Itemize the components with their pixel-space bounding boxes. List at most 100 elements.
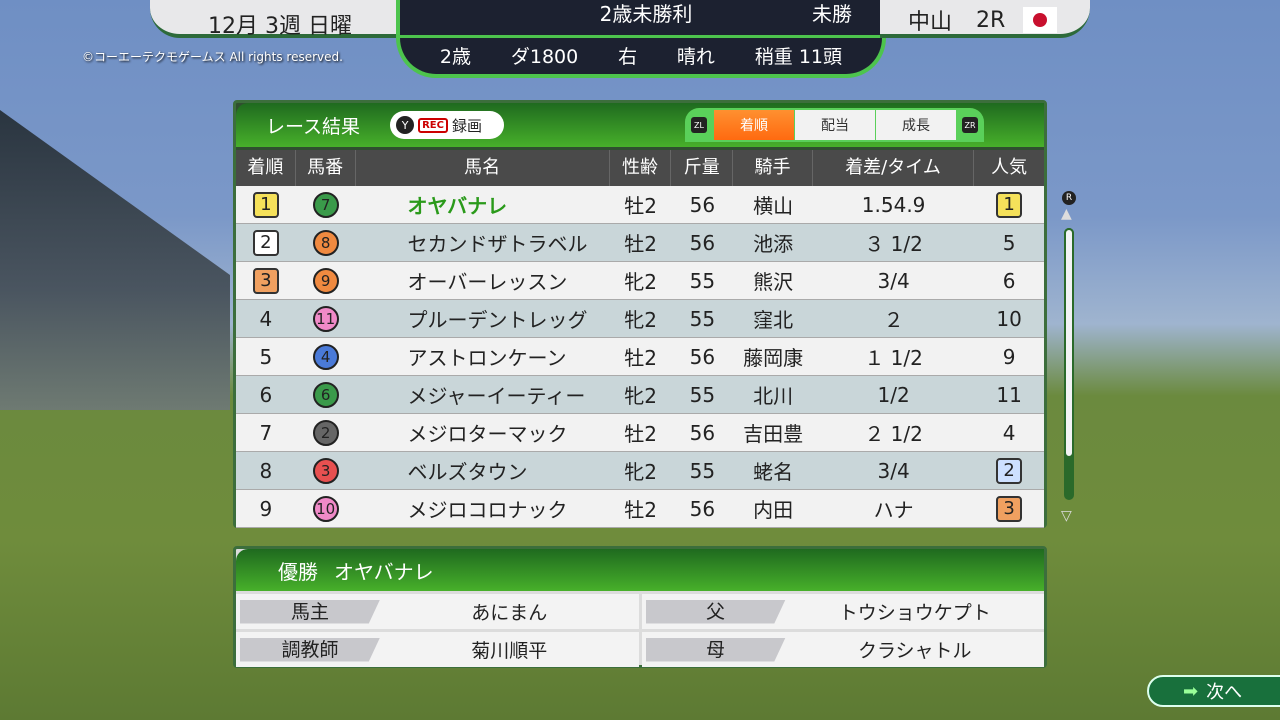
horse-name: オーバーレッスン — [407, 270, 568, 294]
col-sexage: 性齢 — [610, 150, 672, 186]
owner-label: 馬主 — [240, 599, 380, 624]
rank: 8 — [259, 458, 273, 483]
record-label: 録画 — [451, 116, 482, 135]
rank-cell: 4 — [236, 307, 296, 331]
table-row[interactable]: 6 6 メジャーイーティー 牝2 55 北川 1/2 11 — [236, 376, 1044, 414]
carried-weight: 56 — [689, 420, 716, 445]
horse-number-icon: 4 — [312, 344, 339, 370]
zr-button-icon[interactable]: ZR — [962, 117, 978, 133]
copyright-text: ©コーエーテクモゲームス All rights reserved. — [82, 50, 343, 64]
race-results-panel: レース結果 Y REC 録画 ZL 着順 配当 成長 ZR 着順 馬番 馬名 性… — [233, 100, 1047, 528]
number-cell: 2 — [296, 419, 356, 446]
dam-value: クラシャトル — [857, 640, 972, 662]
rank: 4 — [259, 306, 273, 331]
venue: 中山 — [908, 10, 953, 35]
race-number: 2R — [976, 7, 1006, 33]
popularity-cell: 2 — [974, 457, 1044, 484]
sex-age: 牡2 — [624, 194, 657, 218]
rank-badge: 3 — [252, 268, 279, 294]
owner-value: あにまん — [471, 602, 548, 624]
scroll-down-icon[interactable]: ▽ — [1061, 508, 1072, 524]
rank-cell: 2 — [236, 229, 296, 256]
race-course: ダ1800 — [510, 46, 579, 68]
margin-time: ３ 1/2 — [864, 232, 923, 256]
sire-label: 父 — [645, 599, 786, 624]
sex-age: 牡2 — [624, 232, 657, 256]
popularity-cell: 5 — [974, 231, 1044, 255]
jockey: 窪北 — [753, 308, 794, 332]
margin-time: 1.54.9 — [861, 192, 926, 217]
popularity-badge: 2 — [996, 458, 1023, 484]
horse-number-icon: 11 — [312, 306, 339, 332]
carried-weight: 55 — [689, 382, 716, 407]
rank: 5 — [259, 344, 273, 369]
rank-badge: 1 — [252, 192, 279, 218]
col-rank: 着順 — [236, 150, 296, 186]
margin-time: １ 1/2 — [864, 346, 923, 370]
horse-name: プルーデントレッグ — [407, 308, 588, 332]
margin-time: 1/2 — [877, 382, 910, 407]
jockey: 内田 — [753, 498, 794, 522]
date-text: 12月 3週 日曜 — [208, 14, 352, 39]
rec-icon: REC — [418, 117, 448, 133]
table-row[interactable]: 2 8 セカンドザトラベル 牡2 56 池添 ３ 1/2 5 — [236, 224, 1044, 262]
scrollbar[interactable]: R ▲ ▽ — [1061, 190, 1081, 530]
tab-growth[interactable]: 成長 — [876, 110, 956, 140]
table-row[interactable]: 8 3 ベルズタウン 牝2 55 蛯名 3/4 2 — [236, 452, 1044, 490]
scroll-up-icon[interactable]: ▲ — [1061, 206, 1072, 222]
table-row[interactable]: 1 7 オヤバナレ 牡2 56 横山 1.54.9 1 — [236, 186, 1044, 224]
horse-name: メジャーイーティー — [407, 384, 586, 408]
r-stick-icon: R — [1062, 191, 1076, 205]
horse-number-icon: 6 — [312, 382, 339, 408]
col-jockey: 騎手 — [733, 150, 813, 186]
race-weather: 晴れ — [676, 46, 715, 68]
horse-name: メジロコロナック — [407, 498, 568, 522]
rank: 9 — [259, 496, 273, 521]
jockey: 吉田豊 — [743, 422, 804, 446]
popularity: 11 — [996, 382, 1022, 407]
sex-age: 牡2 — [624, 498, 657, 522]
carried-weight: 55 — [689, 268, 716, 293]
table-row[interactable]: 5 4 アストロンケーン 牡2 56 藤岡康 １ 1/2 9 — [236, 338, 1044, 376]
col-name: 馬名 — [356, 150, 610, 186]
popularity: 5 — [1002, 230, 1016, 255]
number-cell: 7 — [296, 191, 356, 218]
next-button[interactable]: ➡ 次へ — [1147, 675, 1280, 707]
table-row[interactable]: 7 2 メジロターマック 牡2 56 吉田豊 ２ 1/2 4 — [236, 414, 1044, 452]
horse-name: オヤバナレ — [407, 194, 508, 218]
rank-cell: 9 — [236, 497, 296, 521]
background-grandstand — [0, 110, 230, 410]
scroll-thumb[interactable] — [1064, 228, 1074, 458]
table-row[interactable]: 3 9 オーバーレッスン 牝2 55 熊沢 3/4 6 — [236, 262, 1044, 300]
winner-label: 優勝 — [278, 559, 318, 584]
table-header: 着順 馬番 馬名 性齢 斤量 騎手 着差/タイム 人気 — [236, 150, 1044, 186]
rank-badge: 2 — [252, 230, 279, 256]
zl-button-icon[interactable]: ZL — [691, 117, 707, 133]
rank-cell: 3 — [236, 267, 296, 294]
col-weight: 斤量 — [671, 150, 734, 186]
scroll-track[interactable] — [1064, 228, 1074, 500]
rank-cell: 8 — [236, 459, 296, 483]
sire-value: トウショウケプト — [838, 602, 991, 624]
tab-finish-order[interactable]: 着順 — [714, 110, 794, 140]
winner-name: オヤバナレ — [334, 559, 434, 584]
track-condition: 稍重 — [754, 46, 793, 68]
number-cell: 11 — [296, 305, 356, 332]
rank-cell: 7 — [236, 421, 296, 445]
tab-payout[interactable]: 配当 — [795, 110, 875, 140]
rank-cell: 5 — [236, 345, 296, 369]
table-row[interactable]: 9 10 メジロコロナック 牡2 56 内田 ハナ 3 — [236, 490, 1044, 528]
jockey: 池添 — [753, 232, 794, 256]
horse-number-icon: 10 — [312, 496, 339, 522]
margin-time: ２ 1/2 — [864, 422, 923, 446]
horse-name: アストロンケーン — [407, 346, 567, 370]
number-cell: 9 — [296, 267, 356, 294]
rank: 6 — [259, 382, 273, 407]
popularity-badge: 1 — [996, 192, 1023, 218]
venue-bar: 中山 2R — [880, 0, 1090, 38]
popularity-cell: 10 — [974, 307, 1044, 331]
horse-number-icon: 8 — [312, 230, 339, 256]
record-button[interactable]: Y REC 録画 — [390, 111, 504, 139]
table-row[interactable]: 4 11 プルーデントレッグ 牝2 55 窪北 ２ 10 — [236, 300, 1044, 338]
